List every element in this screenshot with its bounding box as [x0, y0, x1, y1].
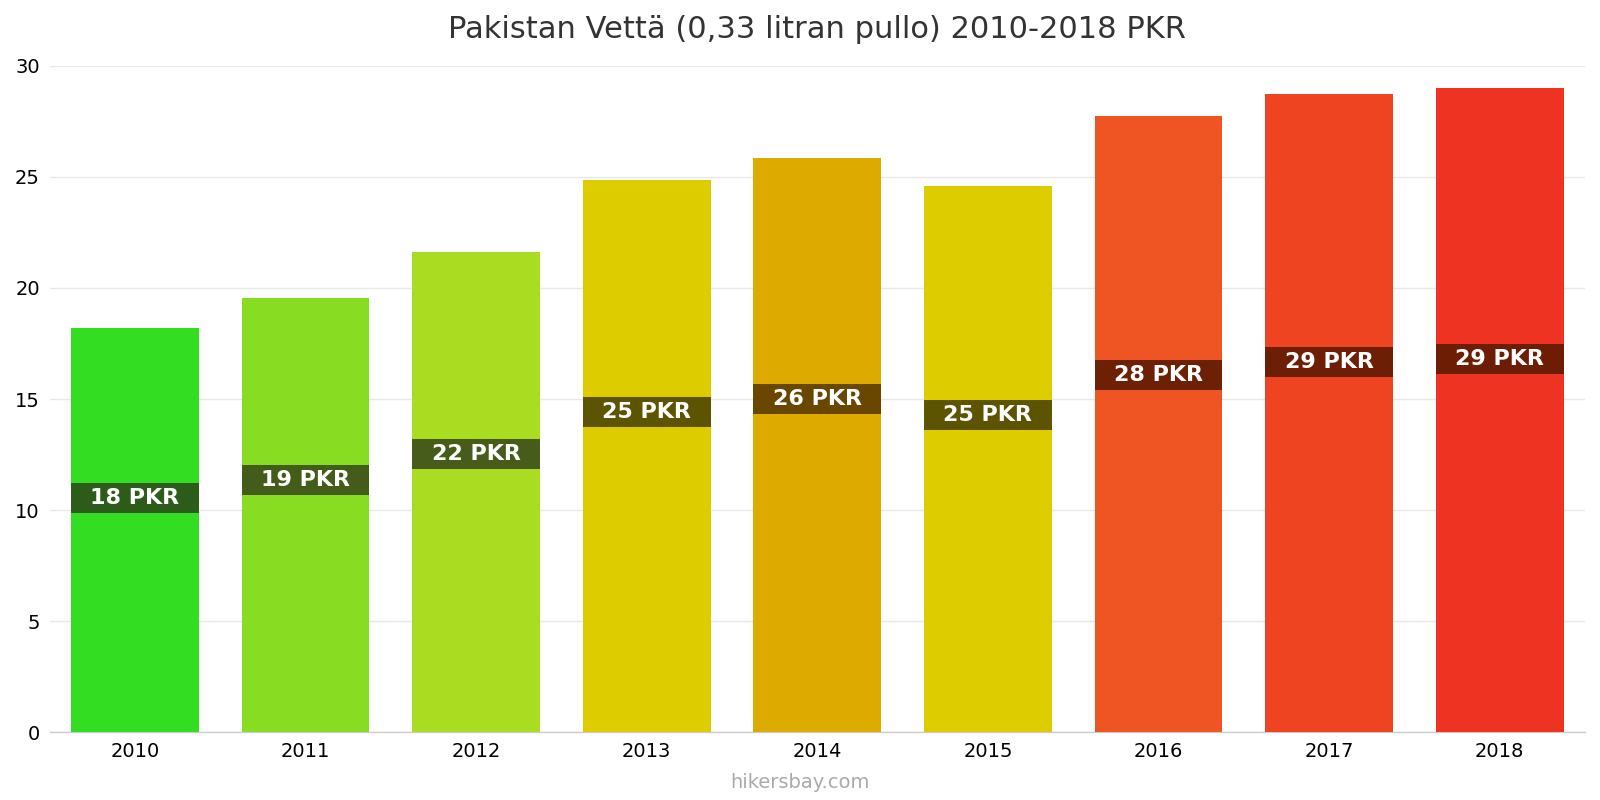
FancyBboxPatch shape [413, 439, 541, 469]
Bar [1094, 116, 1222, 732]
Text: 25 PKR: 25 PKR [602, 402, 691, 422]
Text: 28 PKR: 28 PKR [1114, 365, 1203, 385]
Text: 29 PKR: 29 PKR [1456, 349, 1544, 369]
Bar [754, 158, 882, 732]
Text: 25 PKR: 25 PKR [944, 406, 1032, 426]
FancyBboxPatch shape [1266, 347, 1394, 377]
Bar [413, 252, 541, 732]
FancyBboxPatch shape [923, 400, 1051, 430]
Text: 18 PKR: 18 PKR [90, 488, 179, 508]
FancyBboxPatch shape [754, 384, 882, 414]
Title: Pakistan Vettä (0,33 litran pullo) 2010-2018 PKR: Pakistan Vettä (0,33 litran pullo) 2010-… [448, 15, 1186, 44]
Bar [923, 186, 1051, 732]
FancyBboxPatch shape [242, 466, 370, 495]
FancyBboxPatch shape [582, 398, 710, 427]
Text: 19 PKR: 19 PKR [261, 470, 350, 490]
Text: 26 PKR: 26 PKR [773, 389, 862, 409]
Bar [242, 298, 370, 732]
Text: 29 PKR: 29 PKR [1285, 352, 1373, 372]
Text: 22 PKR: 22 PKR [432, 444, 520, 464]
FancyBboxPatch shape [1435, 343, 1563, 374]
Bar [582, 181, 710, 732]
Bar [1266, 94, 1394, 732]
Bar [70, 328, 198, 732]
Text: hikersbay.com: hikersbay.com [730, 773, 870, 792]
FancyBboxPatch shape [70, 483, 198, 513]
Bar [1435, 88, 1563, 732]
FancyBboxPatch shape [1094, 360, 1222, 390]
